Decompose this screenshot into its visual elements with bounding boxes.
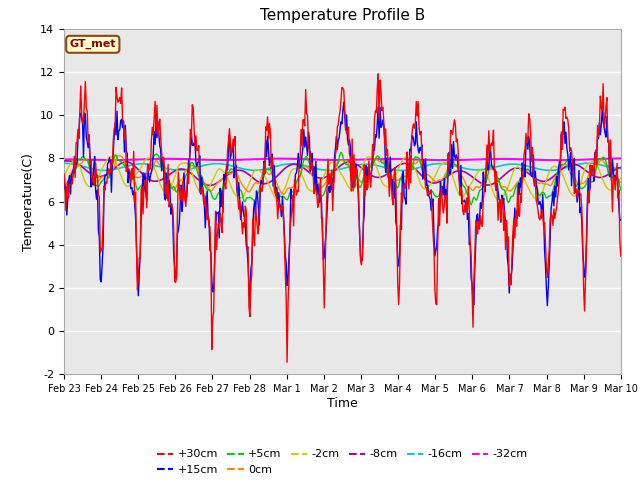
-32cm bbox=[479, 156, 487, 162]
+30cm bbox=[204, 216, 211, 222]
-8cm bbox=[60, 158, 68, 164]
-16cm bbox=[159, 165, 166, 170]
Line: -16cm: -16cm bbox=[64, 163, 621, 170]
+30cm bbox=[374, 71, 382, 77]
+30cm bbox=[60, 171, 68, 177]
+30cm bbox=[284, 360, 291, 365]
-2cm bbox=[402, 154, 410, 159]
+30cm bbox=[617, 253, 625, 259]
-8cm bbox=[204, 182, 211, 188]
-2cm bbox=[388, 181, 396, 187]
+15cm bbox=[617, 217, 625, 223]
0cm bbox=[280, 191, 287, 197]
+5cm bbox=[617, 187, 625, 193]
+5cm bbox=[337, 149, 345, 155]
+5cm bbox=[481, 182, 489, 188]
0cm bbox=[115, 153, 123, 158]
-8cm bbox=[480, 181, 488, 187]
+30cm bbox=[481, 175, 489, 181]
0cm bbox=[60, 183, 68, 189]
-32cm bbox=[617, 156, 625, 161]
-16cm bbox=[312, 166, 320, 171]
+30cm bbox=[159, 159, 166, 165]
-2cm bbox=[495, 198, 503, 204]
+30cm bbox=[434, 242, 442, 248]
Line: -8cm: -8cm bbox=[64, 161, 621, 185]
-2cm bbox=[480, 169, 488, 175]
Line: -2cm: -2cm bbox=[64, 156, 621, 201]
-16cm bbox=[60, 160, 68, 166]
+15cm bbox=[159, 156, 166, 162]
Line: -32cm: -32cm bbox=[64, 158, 621, 160]
X-axis label: Time: Time bbox=[327, 397, 358, 410]
-8cm bbox=[313, 175, 321, 180]
+15cm bbox=[246, 307, 253, 312]
Line: +5cm: +5cm bbox=[64, 152, 621, 205]
Y-axis label: Temperature(C): Temperature(C) bbox=[22, 153, 35, 251]
+15cm bbox=[390, 195, 398, 201]
-16cm bbox=[480, 167, 488, 172]
-2cm bbox=[433, 169, 440, 175]
+5cm bbox=[159, 167, 166, 172]
-2cm bbox=[312, 189, 320, 194]
-16cm bbox=[617, 166, 625, 171]
+15cm bbox=[340, 99, 348, 105]
Legend: +30cm, +15cm, +5cm, 0cm, -2cm, -8cm, -16cm, -32cm: +30cm, +15cm, +5cm, 0cm, -2cm, -8cm, -16… bbox=[152, 445, 532, 480]
-32cm bbox=[432, 157, 440, 163]
+5cm bbox=[60, 189, 68, 194]
0cm bbox=[617, 180, 625, 185]
+5cm bbox=[389, 180, 397, 186]
Text: GT_met: GT_met bbox=[70, 39, 116, 49]
0cm bbox=[481, 171, 489, 177]
-16cm bbox=[433, 161, 440, 167]
-8cm bbox=[617, 165, 625, 170]
+30cm bbox=[313, 191, 321, 197]
Line: +30cm: +30cm bbox=[64, 74, 621, 362]
-2cm bbox=[617, 176, 625, 181]
-16cm bbox=[584, 160, 592, 166]
-16cm bbox=[204, 162, 211, 168]
0cm bbox=[159, 167, 167, 172]
+15cm bbox=[60, 179, 68, 185]
Title: Temperature Profile B: Temperature Profile B bbox=[260, 9, 425, 24]
-32cm bbox=[388, 156, 396, 162]
0cm bbox=[204, 185, 212, 191]
-16cm bbox=[399, 168, 406, 173]
Line: +15cm: +15cm bbox=[64, 102, 621, 310]
0cm bbox=[434, 178, 442, 184]
-8cm bbox=[433, 180, 440, 186]
-32cm bbox=[60, 156, 68, 162]
-32cm bbox=[554, 157, 561, 163]
-8cm bbox=[159, 176, 166, 182]
-32cm bbox=[204, 157, 211, 163]
+15cm bbox=[204, 189, 211, 194]
-32cm bbox=[312, 157, 320, 163]
-2cm bbox=[60, 172, 68, 178]
+30cm bbox=[390, 173, 398, 179]
-8cm bbox=[389, 167, 397, 172]
+5cm bbox=[204, 187, 211, 192]
-2cm bbox=[204, 189, 211, 194]
-16cm bbox=[388, 167, 396, 172]
-2cm bbox=[159, 186, 166, 192]
+5cm bbox=[312, 175, 320, 181]
+15cm bbox=[434, 225, 442, 230]
+5cm bbox=[467, 202, 475, 208]
+15cm bbox=[313, 192, 321, 197]
-32cm bbox=[159, 156, 166, 162]
0cm bbox=[390, 176, 398, 182]
0cm bbox=[314, 179, 322, 185]
Line: 0cm: 0cm bbox=[64, 156, 621, 194]
-8cm bbox=[206, 182, 214, 188]
+5cm bbox=[433, 194, 440, 200]
+15cm bbox=[481, 189, 489, 194]
